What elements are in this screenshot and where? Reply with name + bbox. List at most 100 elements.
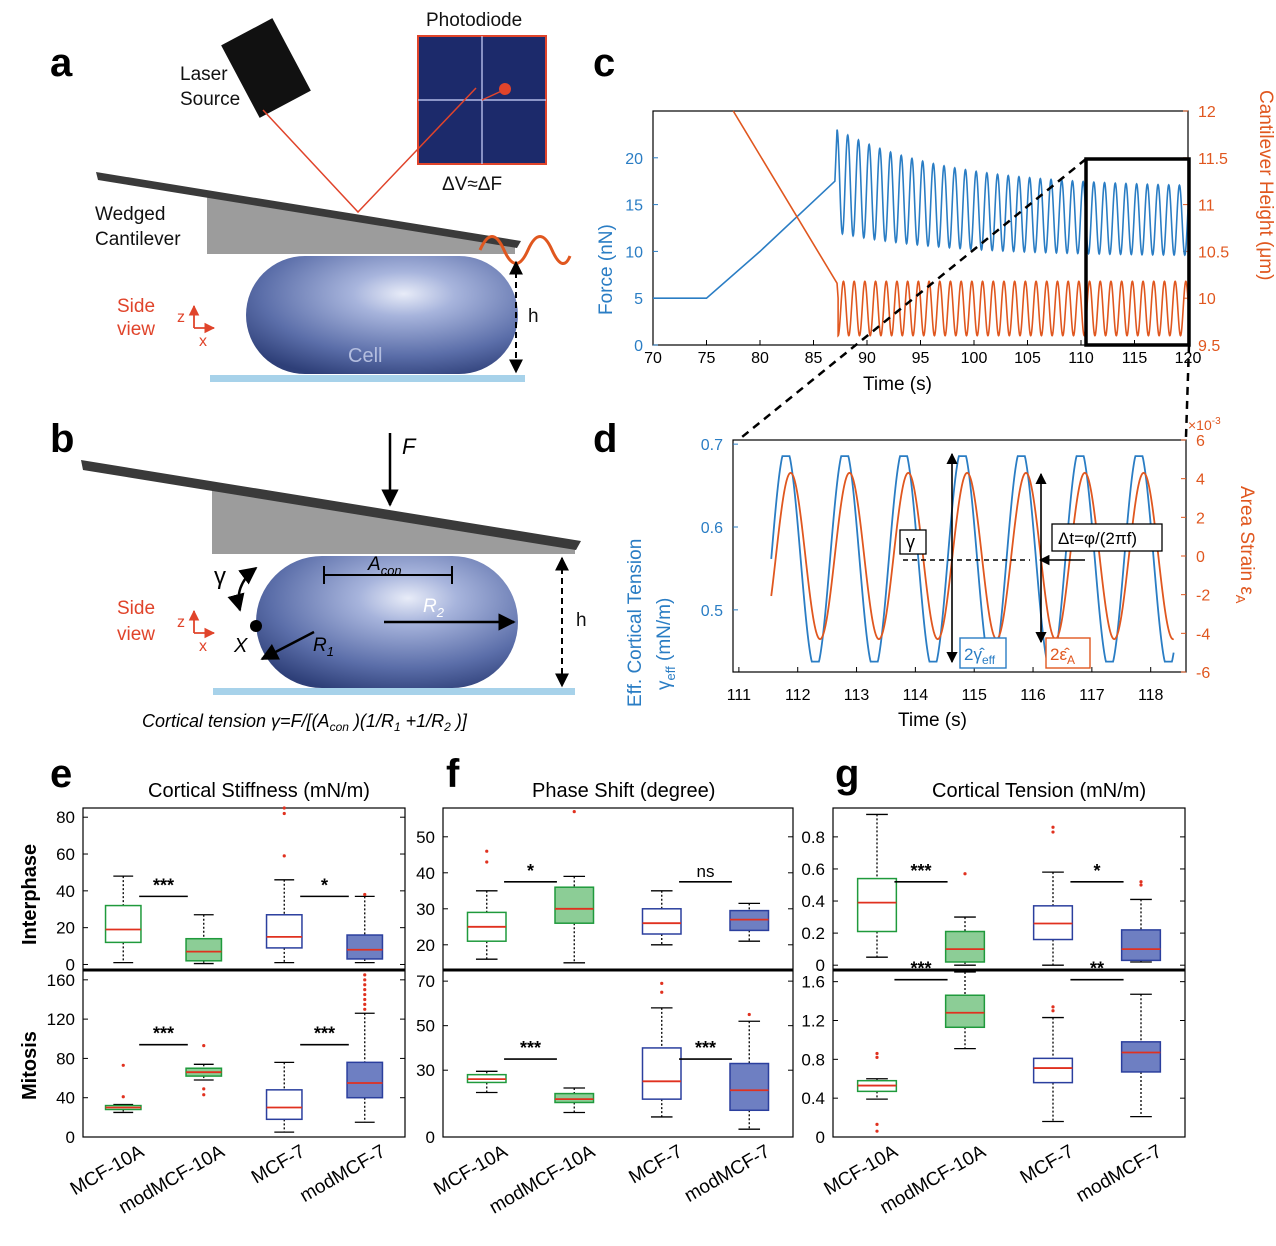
outlier-point (202, 1087, 206, 1091)
side-view-label-b1: Side (117, 598, 155, 619)
tick-label-x-c: 120 (1175, 350, 1202, 367)
row-label-interphase: Interphase (19, 844, 41, 945)
cantilever-label-1: Wedged (95, 204, 165, 225)
laser-label-2: Source (180, 89, 240, 110)
force-series-line (653, 129, 1189, 300)
box-MCF-7 (265, 1089, 303, 1121)
significance-label: * (1093, 861, 1100, 881)
tick-label-e-mitosis: 80 (56, 1049, 75, 1068)
outlier-point (363, 1002, 367, 1006)
tick-label-y-d: 0.6 (701, 520, 723, 537)
outlier-point (363, 988, 367, 992)
tick-label-g-mitosis: 1.6 (801, 973, 825, 992)
outlier-point (875, 1051, 879, 1056)
tick-label-y-d: 0.7 (701, 437, 723, 454)
box-MCF-7 (641, 1047, 682, 1100)
tick-label-x-d: 118 (1138, 687, 1164, 704)
outlier-point (363, 978, 367, 982)
significance-label: *** (153, 875, 174, 895)
tick-label-x-c: 80 (751, 350, 769, 367)
tick-label-e-interphase: 40 (56, 882, 75, 901)
box-modMCF-7 (346, 1061, 384, 1099)
tick-label-e-interphase: 60 (56, 845, 75, 864)
panel-letter-c: c (593, 41, 615, 85)
gamma-amp-label: 2γ̂eff (964, 645, 996, 667)
dt-box (1051, 523, 1163, 552)
tick-label-y2-c: 10 (1198, 291, 1216, 308)
gamma-amp-box (959, 637, 1007, 669)
side-view-label-b2: view (117, 624, 155, 645)
outlier-point (282, 854, 286, 858)
tick-label-y-c: 10 (625, 244, 643, 261)
point-x (250, 620, 262, 632)
point-x-label: X (233, 635, 248, 657)
laser-spot (499, 83, 511, 95)
tick-label-e-interphase: 0 (66, 955, 75, 974)
cantilever-bar (96, 172, 521, 248)
ylabel-left-d-2: γeff (mN/m) (654, 598, 678, 690)
tick-label-g-interphase: 0.2 (801, 924, 825, 943)
tick-label-f-mitosis: 30 (416, 1061, 435, 1080)
tick-label-x-d: 117 (1079, 687, 1105, 704)
outlier-point (572, 810, 576, 814)
tick-label-f-mitosis: 50 (416, 1017, 435, 1036)
tick-label-f-interphase: 50 (416, 828, 435, 847)
outlier-point (363, 973, 367, 977)
box-modMCF-7 (1120, 929, 1162, 962)
oscillation-wave (478, 235, 572, 265)
tick-label-f-mitosis: 70 (416, 972, 435, 991)
tick-label-f-interphase: 40 (416, 864, 435, 883)
axis-z-a: z (177, 309, 185, 326)
tick-label-y-c: 5 (634, 291, 643, 308)
tick-label-y2-c: 10.5 (1198, 244, 1229, 261)
tick-label-y2-d: -2 (1196, 588, 1210, 605)
tick-label-x-c: 85 (805, 350, 823, 367)
tick-label-y-c: 20 (625, 151, 643, 168)
category-label-MCF-7: MCF-7 (1017, 1141, 1078, 1188)
significance-label: *** (314, 1024, 335, 1044)
tick-label-e-interphase: 80 (56, 808, 75, 827)
tick-label-f-interphase: 20 (416, 936, 435, 955)
tick-label-g-mitosis: 0 (816, 1128, 825, 1147)
tick-label-x-c: 75 (698, 350, 716, 367)
gamma-label: γ (214, 563, 226, 590)
height-label-a: h (528, 306, 539, 327)
r1-arrow (260, 630, 315, 661)
cell-label: Cell (348, 345, 382, 367)
cantilever-label-2: Cantilever (95, 229, 181, 250)
significance-label: * (527, 861, 534, 881)
category-label-MCF-10A: MCF-10A (821, 1141, 902, 1200)
outlier-point (363, 892, 367, 897)
laser-beam (262, 87, 477, 214)
frame-e (82, 807, 406, 1138)
tick-label-x-c: 105 (1014, 350, 1041, 367)
outlier-point (282, 806, 286, 810)
frame-g (832, 807, 1186, 1138)
ylabel-left-d-1: Eff. Cortical Tension (625, 539, 646, 707)
tick-label-g-interphase: 0.4 (801, 892, 825, 911)
tick-label-y2-c: 11.5 (1198, 151, 1228, 168)
tick-label-g-interphase: 0 (816, 956, 825, 975)
tick-label-y-c: 15 (625, 198, 643, 215)
a-con-label: Acon (367, 554, 402, 578)
zoom-box (1084, 157, 1191, 347)
tick-label-y-d: 0.5 (701, 603, 723, 620)
panel-e: e Cortical Stiffness (mN/m) 020406080***… (19, 752, 406, 1218)
tick-label-x-d: 115 (961, 687, 987, 704)
panel-b: b F Acon R2 R1 X γ h Side view z x (50, 417, 587, 734)
outlier-point (1051, 1009, 1055, 1013)
category-label-MCF-7: MCF-7 (625, 1141, 686, 1188)
laser-label-1: Laser (180, 64, 228, 85)
outlier-point (963, 872, 967, 876)
frame-f (442, 807, 794, 1138)
height-label-b: h (576, 610, 587, 631)
box-modMCF-10A (185, 937, 223, 962)
outlier-point (875, 1055, 879, 1059)
strain-amp-box (1045, 637, 1091, 669)
outlier-point (1051, 830, 1055, 834)
tick-label-x-d: 116 (1020, 687, 1046, 704)
r2-label: R2 (423, 596, 445, 620)
height-series-line (732, 110, 1189, 338)
photodiode-label: Photodiode (426, 10, 522, 31)
